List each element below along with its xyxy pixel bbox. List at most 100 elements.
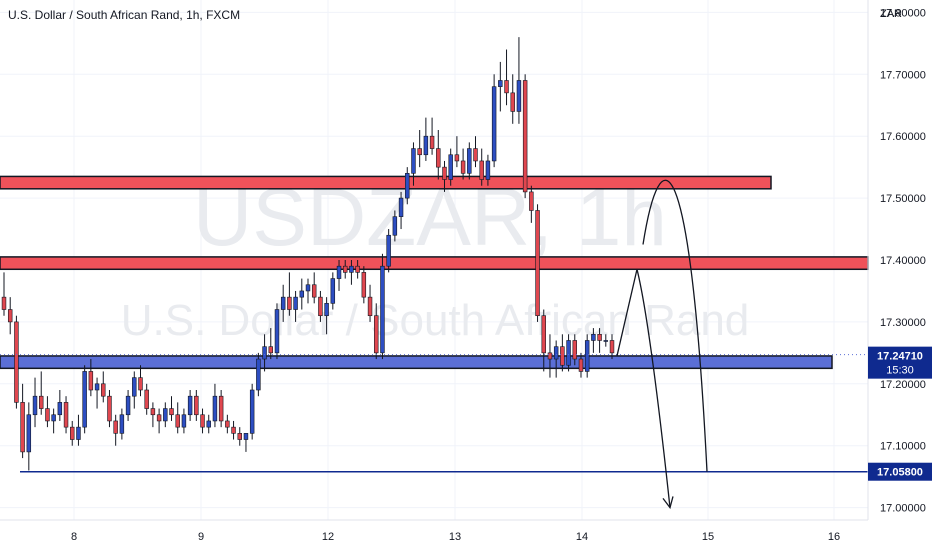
x-tick-label: 9 — [198, 531, 204, 543]
candle-body — [485, 160, 491, 180]
candle-body — [132, 377, 137, 397]
candle-body — [14, 321, 19, 403]
candle-body — [169, 408, 174, 416]
candle-body — [218, 395, 224, 422]
candle-body — [26, 414, 32, 453]
candle-body — [311, 284, 317, 298]
candle-body — [529, 191, 534, 211]
candle-body — [454, 154, 460, 162]
candle-body — [256, 358, 261, 391]
candle-body — [448, 154, 453, 180]
x-tick-label: 16 — [828, 531, 840, 543]
candle-body — [287, 296, 292, 310]
candle-body — [578, 358, 584, 372]
candle-body — [324, 303, 329, 317]
candle-body — [380, 265, 385, 354]
candle-body — [175, 414, 180, 428]
candle-body — [262, 346, 267, 360]
candle-body — [181, 414, 187, 428]
x-tick-label: 13 — [449, 531, 461, 543]
candle-body — [293, 296, 298, 310]
price-zone — [0, 355, 833, 370]
candle-body — [460, 160, 466, 174]
projection-path-a — [616, 269, 671, 508]
candle-body — [516, 80, 522, 112]
candle-body — [423, 135, 429, 156]
candle-body — [45, 408, 50, 422]
x-tick-label: 8 — [71, 531, 77, 543]
candle-body — [510, 92, 515, 112]
y-tick-label: 17.00000 — [880, 503, 926, 515]
candle-body — [343, 265, 348, 273]
candle-body — [479, 160, 484, 180]
candle-body — [603, 340, 609, 342]
candle-body — [187, 395, 193, 416]
candle-body — [94, 383, 100, 391]
candle-body — [417, 148, 422, 156]
candle-body — [125, 395, 131, 416]
candle-body — [194, 395, 199, 416]
candle-body — [429, 135, 435, 149]
candle-body — [212, 395, 218, 422]
candle-body — [374, 315, 379, 354]
candle-body — [76, 426, 81, 440]
candle-body — [268, 346, 273, 354]
candle-body — [144, 389, 149, 409]
candle-body — [504, 80, 509, 94]
projection-arrowhead — [662, 496, 674, 510]
price-zones — [0, 175, 869, 370]
y-tick-label: 17.80000 — [880, 7, 926, 19]
candle-body — [392, 216, 398, 236]
candle-body — [237, 433, 242, 440]
candles — [1, 37, 615, 471]
candle-body — [20, 402, 25, 453]
candle-body — [243, 433, 249, 440]
candle-body — [609, 340, 615, 354]
candle-body — [119, 414, 125, 434]
current-price-label: 17.24710 — [877, 351, 923, 363]
candle-body — [231, 426, 236, 434]
candle-body — [107, 395, 112, 422]
candle-body — [39, 395, 44, 409]
current-price-box — [868, 346, 932, 379]
y-tick-label: 17.50000 — [880, 193, 926, 205]
candle-body — [156, 414, 162, 422]
candle-body — [349, 265, 354, 273]
candle-body — [82, 371, 87, 428]
price-zone — [0, 175, 772, 190]
candle-body — [361, 272, 367, 298]
candle-body — [442, 166, 447, 180]
chart-title: U.S. Dollar / South African Rand, 1h, FX… — [8, 8, 241, 22]
candle-body — [70, 426, 75, 440]
candle-body — [591, 333, 596, 341]
candle-body — [113, 420, 118, 434]
candle-body — [367, 296, 373, 317]
candle-body — [274, 309, 280, 354]
candle-body — [200, 414, 205, 428]
candle-body — [336, 265, 342, 279]
candle-body — [299, 290, 305, 298]
candle-body — [535, 210, 540, 317]
candle-body — [473, 148, 478, 162]
candle-body — [436, 148, 441, 168]
candle-body — [355, 265, 360, 273]
candle-body — [541, 315, 546, 354]
candle-body — [57, 402, 63, 416]
y-tick-label: 17.40000 — [880, 255, 926, 267]
price-zone — [0, 256, 869, 271]
candle-body — [467, 148, 472, 174]
candle-body — [101, 383, 106, 397]
candle-body — [560, 346, 565, 366]
candle-body — [547, 352, 553, 360]
candle-body — [398, 197, 404, 217]
candle-body — [225, 420, 230, 428]
candle-body — [63, 402, 69, 428]
x-tick-label: 12 — [322, 531, 334, 543]
candle-body — [411, 148, 416, 174]
candle-body — [491, 86, 497, 162]
overlays — [0, 179, 868, 510]
candle-body — [1, 296, 7, 310]
